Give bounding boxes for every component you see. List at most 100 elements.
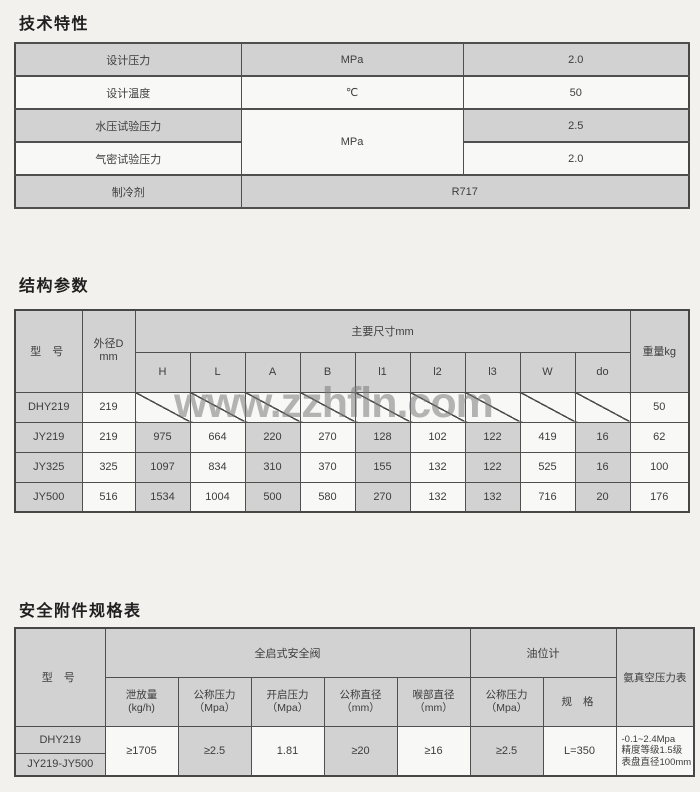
not-applicable-cell (299, 391, 356, 423)
model-cell: JY500 (14, 481, 83, 513)
not-applicable-cell (354, 391, 411, 423)
dim-col-header: H (134, 351, 191, 393)
header-line: （Mpa） (193, 701, 236, 714)
structure-parameters-table: 型 号 外径D mm 主要尺寸mm 重量kg H L A B l1 l2 l3 … (14, 309, 690, 513)
dim-cell: 270 (354, 481, 411, 513)
value-cell: 2.5 (462, 108, 690, 143)
value-cell: 2.0 (462, 141, 690, 176)
row-label: 设计温度 (14, 75, 242, 110)
od-cell: 325 (81, 451, 136, 483)
safety-accessories-table: 型 号 全启式安全阀 油位计 氨真空压力表 泄放量 (kg/h) 公称压力 （M… (14, 627, 696, 777)
gauge-spec-line: 精度等级1.5级 (621, 745, 683, 756)
weight-cell: 62 (629, 421, 690, 453)
not-applicable-cell (519, 391, 576, 423)
value-cell-discharge: ≥1705 (104, 725, 179, 777)
dim-cell: 310 (244, 451, 301, 483)
header-line: 公称压力 (485, 688, 528, 701)
dim-cell: 155 (354, 451, 411, 483)
dim-col-header: l3 (464, 351, 521, 393)
not-applicable-cell (189, 391, 246, 423)
table-row: DHY219 219 50 (14, 391, 690, 423)
value-cell-oil-nominal-pressure: ≥2.5 (469, 725, 544, 777)
model-cell: JY219-JY500 (14, 752, 106, 777)
dim-cell: 132 (409, 481, 466, 513)
dim-col-header: A (244, 351, 301, 393)
dim-col-header: W (519, 351, 576, 393)
value-cell: 50 (462, 75, 690, 110)
value-cell: 2.0 (462, 42, 690, 77)
section-title-safety: 安全附件规格表 (19, 603, 142, 620)
sub-col-header-oil-nominal-pressure: 公称压力 （Mpa） (469, 676, 544, 727)
value-cell-nominal-diameter: ≥20 (323, 725, 398, 777)
sub-col-header-discharge: 泄放量 (kg/h) (104, 676, 179, 727)
col-header-vacuum-gauge: 氨真空压力表 (615, 627, 695, 727)
sub-col-header-throat-diameter: 喉部直径 （mm） (396, 676, 471, 727)
col-header-safety-valve-group: 全启式安全阀 (104, 627, 471, 678)
section-title-technical: 技术特性 (19, 16, 90, 33)
table-row: 气密试验压力 2.0 (14, 141, 690, 176)
dim-cell: 132 (409, 451, 466, 483)
table-row: 水压试验压力 MPa 2.5 (14, 108, 690, 176)
dim-cell: 975 (134, 421, 191, 453)
od-cell: 219 (81, 391, 136, 423)
dim-col-header: B (299, 351, 356, 393)
dim-cell: 1534 (134, 481, 191, 513)
row-label: 气密试验压力 (14, 141, 242, 176)
header-line: 喉部直径 (412, 688, 455, 701)
table-row: JY500 516 1534 1004 500 580 270 132 132 … (14, 481, 690, 513)
col-header-oil-gauge-group: 油位计 (469, 627, 617, 678)
header-line: mm (99, 351, 118, 364)
row-label: 制冷剂 (14, 174, 242, 209)
dim-cell: 834 (189, 451, 246, 483)
weight-cell: 176 (629, 481, 690, 513)
dim-cell: 16 (574, 451, 631, 483)
table-row: DHY219 ≥1705 ≥2.5 1.81 ≥20 ≥16 ≥2.5 L=35… (14, 725, 695, 777)
dim-cell: 500 (244, 481, 301, 513)
header-line: 外径D (93, 338, 124, 351)
col-header-weight: 重量kg (629, 309, 690, 393)
value-cell-nominal-pressure: ≥2.5 (177, 725, 252, 777)
table-row: JY219 219 975 664 220 270 128 102 122 41… (14, 421, 690, 453)
dim-cell: 128 (354, 421, 411, 453)
col-header-main-dimensions: 主要尺寸mm (134, 309, 631, 353)
sub-col-header-nominal-diameter: 公称直径 （mm） (323, 676, 398, 727)
header-row-groups: 型 号 全启式安全阀 油位计 氨真空压力表 (14, 627, 695, 727)
header-line: （mm） (414, 701, 453, 714)
dim-cell: 270 (299, 421, 356, 453)
header-line: 公称压力 (193, 688, 236, 701)
row-label: 水压试验压力 (14, 108, 242, 143)
technical-characteristics-table: 设计压力 MPa 2.0 设计温度 ℃ 50 水压试验压力 MPa 2.5 气密… (14, 42, 690, 209)
value-cell: R717 (240, 174, 690, 209)
weight-cell: 100 (629, 451, 690, 483)
header-row-dimensions: H L A B l1 l2 l3 W do (15, 351, 689, 393)
not-applicable-cell (409, 391, 466, 423)
header-row-subcolumns: 泄放量 (kg/h) 公称压力 （Mpa） 开启压力 （Mpa） 公称直径 （m… (15, 676, 694, 727)
dim-cell: 132 (464, 481, 521, 513)
table-row: JY325 325 1097 834 310 370 155 132 122 5… (14, 451, 690, 483)
header-row-groups: 型 号 外径D mm 主要尺寸mm 重量kg (14, 309, 690, 393)
header-line: 开启压力 (266, 688, 309, 701)
gauge-spec-line: 表盘直径100mm (621, 756, 692, 768)
dim-cell: 1004 (189, 481, 246, 513)
dim-col-header: l1 (354, 351, 411, 393)
dim-cell: 664 (189, 421, 246, 453)
section-title-structure: 结构参数 (19, 278, 90, 295)
model-cell: DHY219 (14, 391, 83, 423)
dim-cell: 20 (574, 481, 631, 513)
table-row: JY219-JY500 (14, 752, 694, 777)
value-cell-spec: L=350 (542, 725, 617, 777)
header-line: （mm） (341, 701, 380, 714)
table-row: 设计压力 MPa 2.0 (14, 42, 690, 77)
col-header-model: 型 号 (14, 309, 83, 393)
header-line: 公称直径 (339, 688, 382, 701)
header-line: (kg/h) (128, 701, 155, 714)
model-cell: JY325 (14, 451, 83, 483)
dim-cell: 716 (519, 481, 576, 513)
dim-cell: 525 (519, 451, 576, 483)
model-cell: JY219 (14, 421, 83, 453)
sub-col-header-opening-pressure: 开启压力 （Mpa） (250, 676, 325, 727)
not-applicable-cell (244, 391, 301, 423)
sub-col-header-spec: 规 格 (542, 676, 617, 727)
dim-col-header: l2 (409, 351, 466, 393)
